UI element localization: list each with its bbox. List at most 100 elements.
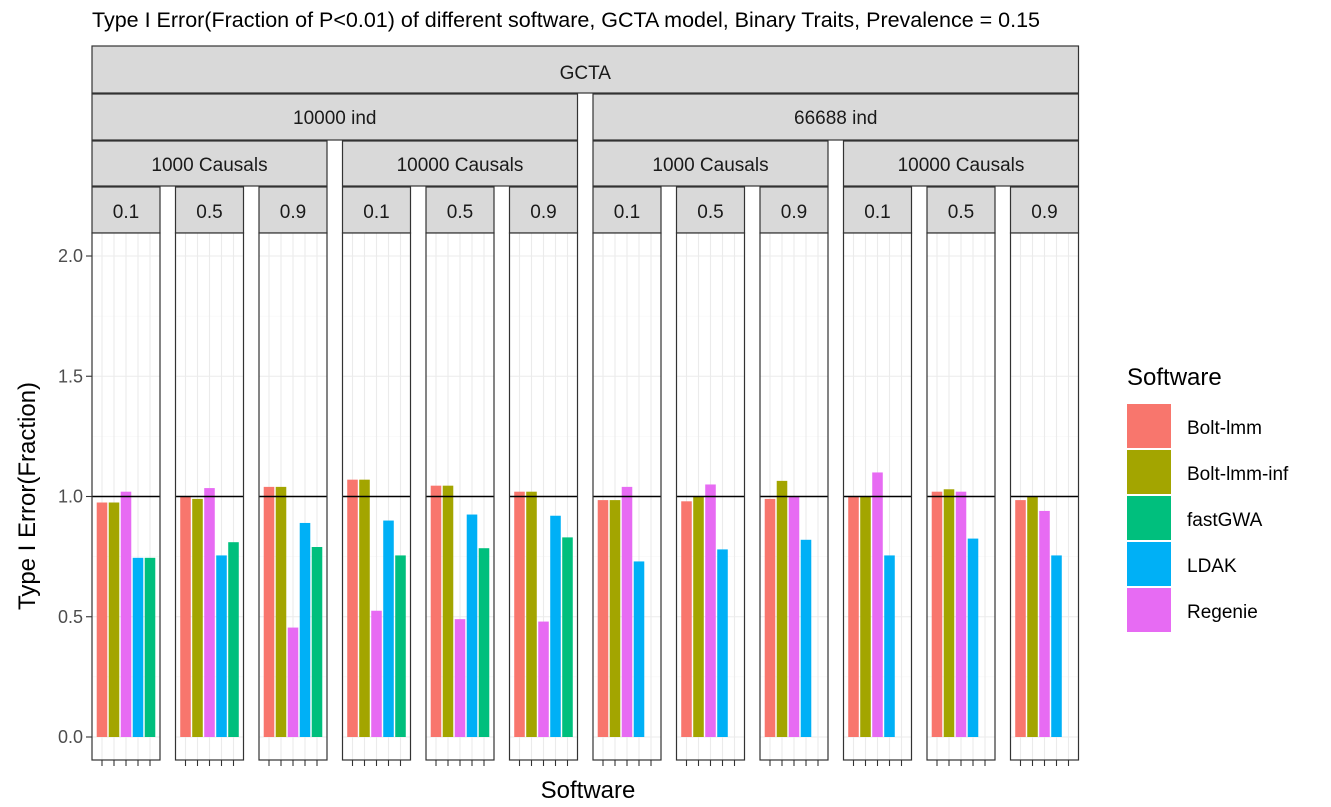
bar-bolt-lmm-inf <box>108 502 120 737</box>
bar-fastgwa <box>144 557 156 737</box>
bar-regenie <box>705 484 716 737</box>
bar-bolt-lmm <box>848 496 859 737</box>
strip-panel <box>926 186 996 234</box>
bar-bolt-lmm-inf <box>442 485 454 737</box>
bar-regenie <box>371 610 382 737</box>
bar-bolt-lmm-inf <box>609 500 621 737</box>
bar-bolt-lmm <box>263 486 275 737</box>
strip-causal <box>592 140 829 187</box>
bar-bolt-lmm <box>1015 500 1026 737</box>
facet-strips: GCTA 10000 ind 1000 Causals 0.1 0.5 0.9 10000 … <box>91 45 1080 234</box>
bar-ldak <box>633 561 645 737</box>
bar-bolt-lmm <box>764 498 776 737</box>
bar-bolt-lmm-inf <box>359 479 370 737</box>
bar-regenie <box>287 627 299 737</box>
strip-panel-label: 0.9 <box>530 202 556 223</box>
bar-bolt-lmm <box>681 501 692 737</box>
strip-group <box>592 93 1080 141</box>
y-tick-label: 2.0 <box>58 246 83 266</box>
legend-key-ldak <box>1127 542 1171 586</box>
legend-label: fastGWA <box>1187 510 1263 531</box>
strip-panel <box>842 186 913 234</box>
panel <box>91 232 161 761</box>
bar-fastgwa <box>395 555 406 737</box>
bar-ldak <box>1051 555 1062 737</box>
legend-key-bolt-lmm <box>1127 404 1171 448</box>
facet-panels <box>91 232 1080 761</box>
legend-label: LDAK <box>1187 556 1237 577</box>
legend: Software Bolt-lmm Bolt-lmm-inf fastGWA LDAK… <box>1127 364 1289 632</box>
bar-regenie <box>204 488 215 737</box>
strip-causal <box>341 140 579 187</box>
bar-ldak <box>800 539 812 737</box>
bar-ldak <box>884 555 895 737</box>
bar-fastgwa <box>311 547 323 737</box>
bar-regenie <box>120 491 132 737</box>
bar-ldak <box>967 538 979 737</box>
strip-causal-label: 10000 Causals <box>397 155 524 176</box>
bar-bolt-lmm-inf <box>860 496 871 737</box>
bar-ldak <box>132 557 144 737</box>
panel <box>174 232 245 761</box>
panel <box>425 232 495 761</box>
y-axis: 0.0 0.5 1.0 1.5 2.0 <box>58 246 92 747</box>
panel <box>1009 232 1080 761</box>
bar-fastgwa <box>478 548 490 737</box>
bar-bolt-lmm <box>430 485 442 737</box>
strip-panel-label: 0.5 <box>447 202 473 223</box>
bar-ldak <box>383 520 394 737</box>
bar-bolt-lmm-inf <box>192 498 203 737</box>
y-tick-label: 0.0 <box>58 727 83 747</box>
legend-label: Bolt-lmm <box>1187 418 1262 439</box>
strip-panel-label: 0.1 <box>614 202 640 223</box>
strip-group-label: 66688 ind <box>794 108 877 129</box>
y-tick-label: 0.5 <box>58 607 83 627</box>
panel <box>926 232 996 761</box>
bar-bolt-lmm-inf <box>943 489 955 737</box>
strip-panel <box>91 186 161 234</box>
strip-panel-label: 0.9 <box>1031 202 1057 223</box>
bar-bolt-lmm <box>96 502 108 737</box>
legend-key-fastgwa <box>1127 496 1171 540</box>
bar-fastgwa <box>562 537 573 737</box>
bar-bolt-lmm-inf <box>526 491 537 737</box>
bar-ldak <box>717 549 728 737</box>
strip-top <box>91 45 1080 94</box>
strip-causal <box>91 140 328 187</box>
bar-bolt-lmm-inf <box>776 480 788 737</box>
bar-bolt-lmm <box>597 500 609 737</box>
legend-key-regenie <box>1127 588 1171 632</box>
bar-regenie <box>1039 510 1050 737</box>
strip-panel-label: 0.1 <box>363 202 389 223</box>
bar-bolt-lmm <box>514 491 525 737</box>
bar-regenie <box>621 486 633 737</box>
bar-bolt-lmm-inf <box>1027 496 1038 737</box>
bar-regenie <box>538 621 549 737</box>
y-tick-label: 1.5 <box>58 366 83 386</box>
legend-label: Regenie <box>1187 602 1258 623</box>
bar-bolt-lmm <box>347 479 358 737</box>
strip-panel-label: 0.5 <box>196 202 222 223</box>
panel <box>508 232 579 761</box>
y-tick-label: 1.0 <box>58 487 83 507</box>
bar-regenie <box>454 619 466 737</box>
legend-label: Bolt-lmm-inf <box>1187 464 1289 485</box>
bar-ldak <box>550 515 561 737</box>
strip-panel <box>675 186 746 234</box>
bar-bolt-lmm <box>931 491 943 737</box>
bar-ldak <box>299 522 311 737</box>
legend-title: Software <box>1127 364 1222 391</box>
strip-causal-label: 10000 Causals <box>898 155 1025 176</box>
strip-panel-label: 0.9 <box>280 202 306 223</box>
strip-causal-label: 1000 Causals <box>652 155 768 176</box>
y-axis-title: Type I Error(Fraction) <box>14 382 41 610</box>
bar-bolt-lmm-inf <box>693 496 704 737</box>
strip-panel-label: 0.1 <box>864 202 890 223</box>
chart-title: Type I Error(Fraction of P<0.01) of diff… <box>92 8 1040 32</box>
panel <box>842 232 913 761</box>
strip-panel-label: 0.1 <box>113 202 139 223</box>
strip-panel-label: 0.9 <box>781 202 807 223</box>
x-axis-title: Software <box>541 777 636 804</box>
panel <box>258 232 328 761</box>
strip-causal <box>842 140 1080 187</box>
